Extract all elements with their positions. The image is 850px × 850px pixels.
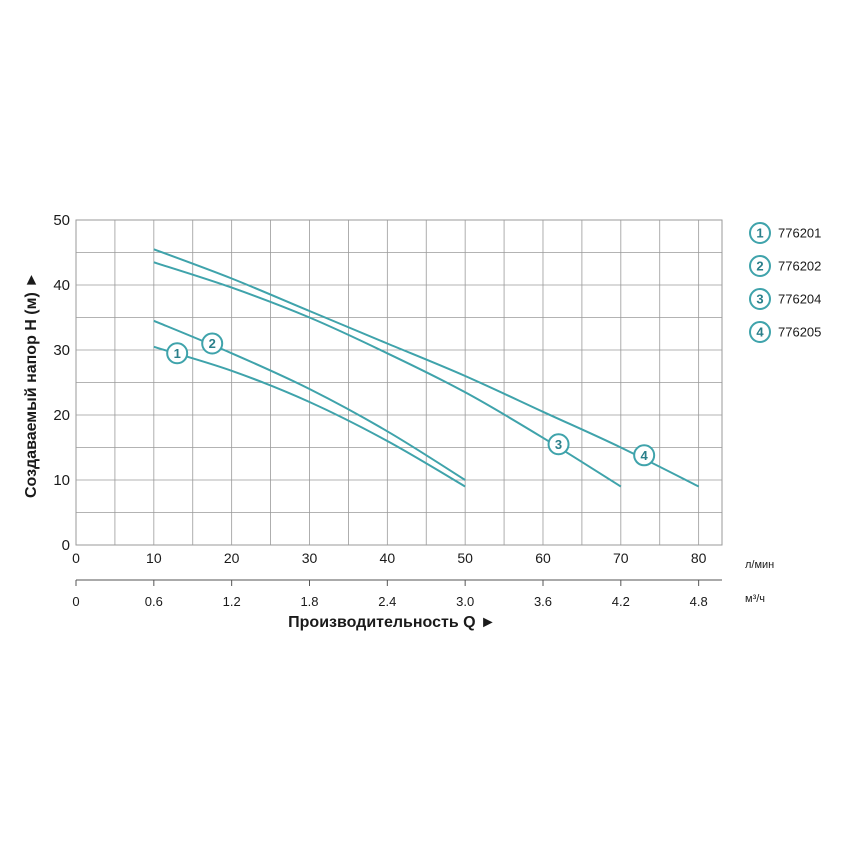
x2-tick-label: 2.4 xyxy=(378,594,396,609)
x2-tick-labels: 0 0.6 1.2 1.8 2.4 3.0 3.6 4.2 4.8 xyxy=(72,580,708,609)
y-axis-title: Создаваемый напор H (м) ► xyxy=(23,272,40,498)
legend-marker-number: 3 xyxy=(756,292,763,307)
legend-marker-number: 2 xyxy=(756,259,763,274)
legend-label: 776201 xyxy=(778,226,821,241)
curve-marker-number: 4 xyxy=(641,448,649,463)
curve-776201 xyxy=(153,345,466,488)
x-tick-label: 60 xyxy=(535,550,551,566)
x2-tick-label: 3.6 xyxy=(534,594,552,609)
curve-marker-number: 2 xyxy=(209,336,216,351)
x2-tick-label: 3.0 xyxy=(456,594,474,609)
x-tick-labels: 0 10 20 30 40 50 60 70 80 xyxy=(72,550,707,566)
curve-marker-4: 4 xyxy=(633,444,656,467)
curve-776205 xyxy=(153,248,700,488)
x2-tick-label: 0.6 xyxy=(145,594,163,609)
x-tick-label: 80 xyxy=(691,550,707,566)
legend-marker-circle xyxy=(749,288,771,310)
curve-776204 xyxy=(153,261,622,488)
y-tick-label: 40 xyxy=(53,277,70,294)
curve-markers: 1 2 3 4 xyxy=(166,332,656,467)
y-tick-label: 30 xyxy=(53,342,70,359)
legend-label: 776202 xyxy=(778,259,821,274)
legend: 1 776201 2 776202 3 776204 4 776205 xyxy=(749,222,821,343)
y-tick-label: 0 xyxy=(62,537,70,554)
y-tick-label: 10 xyxy=(53,472,70,489)
curve-marker-number: 3 xyxy=(555,437,562,452)
legend-label: 776204 xyxy=(778,292,821,307)
curve-marker-circle xyxy=(633,444,656,467)
x2-tick-label: 1.2 xyxy=(223,594,241,609)
x-tick-label: 70 xyxy=(613,550,629,566)
x-axis-title: Производительность Q ► xyxy=(288,614,496,631)
legend-marker-circle xyxy=(749,255,771,277)
x-tick-label: 0 xyxy=(72,550,80,566)
legend-marker-circle xyxy=(749,321,771,343)
x-tick-label: 30 xyxy=(302,550,318,566)
x-tick-label: 50 xyxy=(457,550,473,566)
curve-marker-circle xyxy=(166,342,189,365)
x2-unit-label: м³/ч xyxy=(745,593,765,605)
legend-marker-number: 4 xyxy=(756,325,764,340)
curve-marker-3: 3 xyxy=(547,433,570,456)
curve-marker-circle xyxy=(547,433,570,456)
y-tick-label: 20 xyxy=(53,407,70,424)
x-tick-label: 20 xyxy=(224,550,240,566)
curve-marker-circle xyxy=(201,332,224,355)
legend-marker-number: 1 xyxy=(756,226,763,241)
curve-marker-number: 1 xyxy=(174,346,181,361)
x2-tick-label: 1.8 xyxy=(300,594,318,609)
legend-item: 1 776201 xyxy=(749,222,821,244)
x2-tick-label: 4.8 xyxy=(690,594,708,609)
legend-item: 3 776204 xyxy=(749,288,821,310)
x-tick-label: 40 xyxy=(380,550,396,566)
x2-tick-label: 0 xyxy=(72,594,79,609)
legend-marker-circle xyxy=(749,222,771,244)
legend-label: 776205 xyxy=(778,325,821,340)
y-tick-labels: 0 10 20 30 40 50 xyxy=(53,212,70,554)
chart-grid xyxy=(75,219,723,546)
x-tick-label: 10 xyxy=(146,550,162,566)
x2-tick-label: 4.2 xyxy=(612,594,630,609)
legend-item: 2 776202 xyxy=(749,255,821,277)
curve-marker-1: 1 xyxy=(166,342,189,365)
x-unit-label: л/мин xyxy=(745,559,774,571)
legend-item: 4 776205 xyxy=(749,321,821,343)
curve-marker-2: 2 xyxy=(201,332,224,355)
y-tick-label: 50 xyxy=(53,212,70,229)
